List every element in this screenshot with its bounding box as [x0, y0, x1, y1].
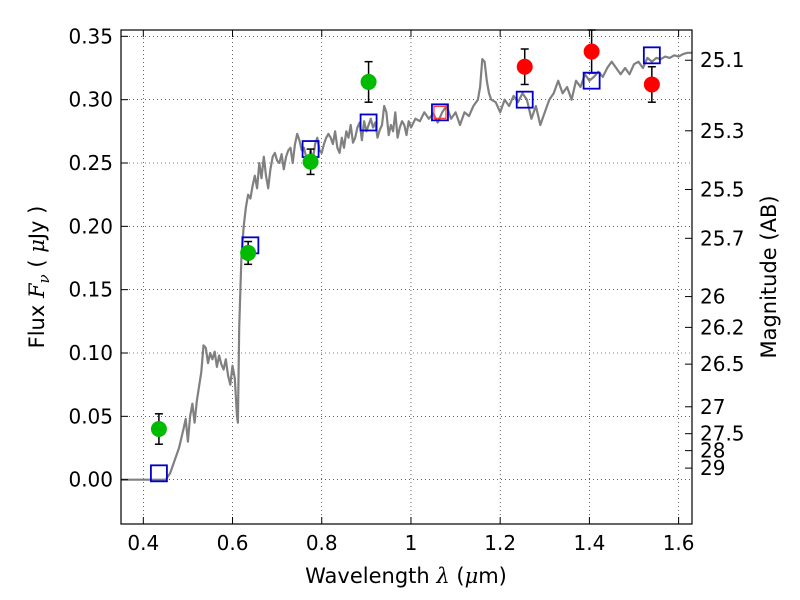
y-tick-label: 0.20 — [68, 214, 113, 238]
optical-data-point — [302, 153, 319, 170]
y2-tick-label: 27.5 — [700, 422, 745, 446]
y2-tick-label: 26.5 — [700, 352, 745, 376]
y-tick-label: 0.35 — [68, 24, 113, 48]
x-axis-label-unit-end: m) — [478, 564, 507, 588]
y-tick-label: 0.10 — [68, 341, 113, 365]
optical-data-point — [360, 73, 377, 90]
model-band-square — [359, 113, 378, 132]
y-axis-label-sub: ν — [35, 274, 53, 283]
x-axis-label-mu: μ — [465, 564, 479, 588]
y2-axis-label: Magnitude (AB) — [757, 195, 781, 358]
markers-group — [150, 43, 661, 483]
optical-data-point — [150, 421, 167, 437]
x-tick-label: 1 — [405, 531, 418, 555]
y-tick-label: 0.30 — [68, 88, 113, 112]
y-tick-label: 0.05 — [68, 404, 113, 428]
y2-tick-label: 28 — [700, 439, 725, 463]
nir-data-point — [583, 43, 600, 60]
y2-tick-label: 26.2 — [700, 315, 745, 339]
x-tick-label: 1.2 — [484, 531, 516, 555]
x-axis-label-prefix: Wavelength — [305, 564, 436, 588]
y2-tick-label: 25.7 — [700, 226, 745, 250]
nir-data-point — [643, 76, 660, 93]
y-axis-label-prefix: Flux — [25, 298, 49, 348]
model-band-square — [582, 71, 601, 90]
x-tick-label: 0.4 — [127, 531, 159, 555]
y-tick-label: 0.25 — [68, 151, 113, 175]
ticks-group: 0.4 0.6 0.8 1 1.2 1.4 1.6 0.00 0.05 0.10 0.15 0.20 0… — [68, 24, 744, 555]
grid-lines — [121, 30, 692, 524]
x-tick-label: 1.6 — [663, 531, 695, 555]
y2-tick-label: 25.5 — [700, 177, 745, 201]
y-axis-label-unit-end: Jy ) — [25, 206, 49, 242]
y2-tick-label: 27 — [700, 395, 725, 419]
y-tick-label: 0.15 — [68, 278, 113, 302]
model-spectrum-group — [121, 51, 692, 481]
y2-tick-label: 26 — [700, 285, 725, 309]
x-axis-label: Wavelength λ (μm) — [305, 564, 507, 588]
nir-data-point — [516, 58, 533, 75]
y2-tick-label: 25.3 — [700, 119, 745, 143]
x-tick-label: 0.8 — [306, 531, 338, 555]
x-axis-label-unit: ( — [450, 564, 465, 588]
y2-tick-label: 25.1 — [700, 48, 745, 72]
model-band-square — [642, 46, 661, 65]
y-tick-label: 0.00 — [68, 468, 113, 492]
model-band-square — [431, 103, 449, 122]
model-band-square — [515, 90, 534, 109]
x-tick-label: 1.4 — [573, 531, 605, 555]
model-spectrum-line — [121, 51, 692, 481]
x-axis-label-symbol: λ — [435, 564, 449, 588]
optical-data-point — [240, 244, 257, 261]
model-band-square — [150, 464, 168, 483]
y-axis-label-symbol: F — [25, 282, 49, 299]
y2-tick-label: 29 — [700, 456, 725, 480]
y-axis-label: Flux Fν ( μJy ) — [25, 206, 53, 349]
model-band-inner-square — [433, 105, 447, 119]
plot-frame — [120, 29, 693, 525]
y-axis-label-mu: μ — [25, 239, 49, 253]
x-tick-label: 0.6 — [217, 531, 249, 555]
y-axis-label-unit: ( — [25, 253, 49, 275]
